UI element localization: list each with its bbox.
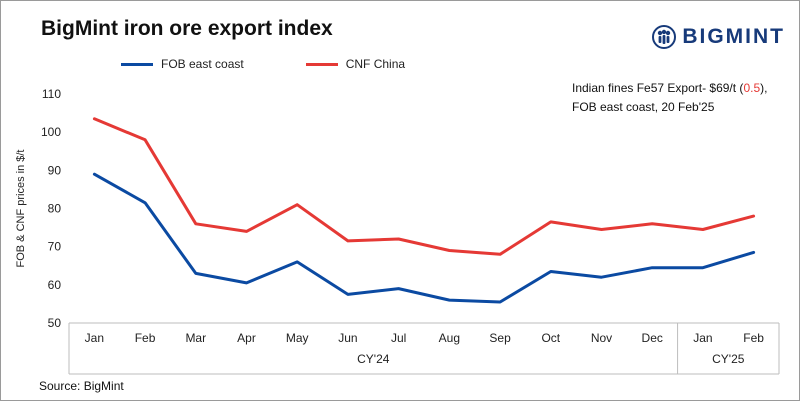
x-tick-label: Mar [185, 331, 206, 345]
x-group-label: CY'25 [712, 352, 745, 366]
y-tick-label: 100 [41, 125, 61, 139]
bigmint-people-globe-logo-icon [652, 25, 677, 49]
legend-item-cnf: CNF China [305, 57, 406, 71]
x-tick-label: Jun [338, 331, 357, 345]
x-tick-label: Sep [489, 331, 511, 345]
x-tick-label: Oct [541, 331, 560, 345]
annotation-suffix: ), [760, 81, 768, 95]
page-title: BigMint iron ore export index [41, 17, 333, 40]
y-tick-label: 60 [48, 278, 62, 292]
x-tick-label: Feb [135, 331, 156, 345]
legend-item-fob: FOB east coast [121, 57, 244, 71]
x-tick-label: May [286, 331, 309, 345]
bigmint-logo: BIGMINT [652, 25, 785, 49]
legend-swatch-cnf [305, 62, 338, 66]
y-tick-label: 90 [48, 163, 62, 177]
x-tick-label: Apr [237, 331, 256, 345]
series-line-fob [92, 172, 756, 304]
x-tick-label: Feb [743, 331, 764, 345]
annotation-line-2: FOB east coast, 20 Feb'25 [572, 100, 715, 114]
y-tick-label: 50 [48, 316, 62, 330]
legend-swatch-fob [121, 62, 153, 66]
x-tick-label: Jul [391, 331, 406, 345]
legend-label-fob: FOB east coast [161, 57, 244, 71]
legend: FOB east coast CNF China [121, 57, 405, 71]
annotation-line-1: Indian fines Fe57 Export- $69/t (0.5), [572, 79, 767, 98]
logo-text: BIGMINT [682, 25, 785, 48]
y-tick-label: 110 [42, 87, 61, 101]
x-tick-label: Nov [591, 331, 612, 345]
x-tick-label: Dec [642, 331, 663, 345]
x-group-label: CY'24 [357, 352, 390, 366]
annotation-prefix: Indian fines Fe57 Export- $69/t ( [572, 81, 744, 95]
annotation-change: 0.5 [743, 81, 761, 95]
legend-label-cnf: CNF China [345, 57, 406, 71]
y-tick-label: 80 [48, 202, 62, 216]
source-note: Source: BigMint [39, 379, 124, 393]
y-tick-label: 70 [48, 240, 62, 254]
x-tick-label: Jan [85, 331, 104, 345]
x-tick-label: Jan [693, 331, 712, 345]
series-line-cnf [92, 117, 756, 256]
y-axis-label: FOB & CNF prices in $/t [15, 150, 27, 268]
x-tick-label: Aug [439, 331, 460, 345]
price-annotation: Indian fines Fe57 Export- $69/t (0.5), F… [572, 79, 767, 117]
